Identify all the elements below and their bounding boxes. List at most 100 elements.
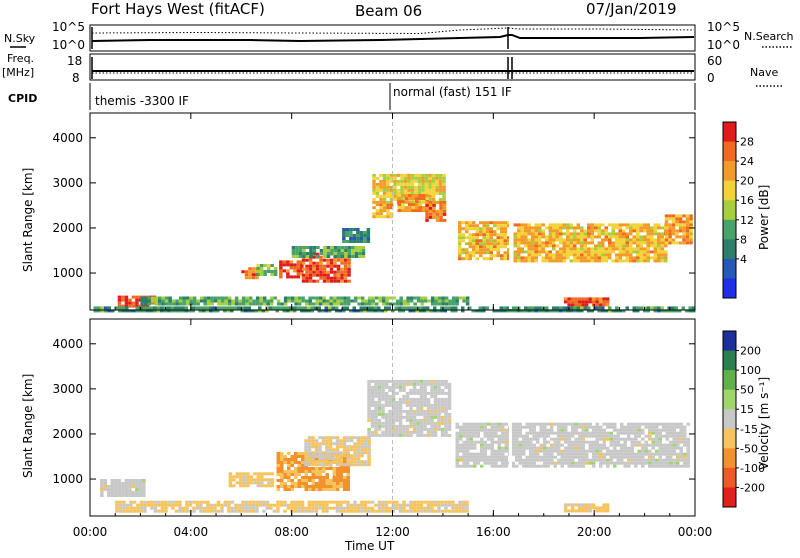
noise-tick-right-bottom: 10^0 bbox=[707, 38, 740, 52]
power-region-0 bbox=[241, 267, 259, 280]
colorbar-swatch bbox=[723, 278, 736, 299]
power-region-1 bbox=[256, 264, 278, 276]
noise-tick-left-top: 10^5 bbox=[52, 20, 85, 34]
colorbar-tick-label: -15 bbox=[740, 423, 758, 436]
colorbar-swatch bbox=[723, 389, 736, 410]
power-panel bbox=[93, 114, 696, 313]
colorbar-tick-label: 8 bbox=[740, 233, 747, 246]
nave-label: Nave bbox=[750, 66, 778, 79]
power-region-16 bbox=[93, 306, 696, 313]
colorbar-tick-label: 15 bbox=[740, 403, 754, 416]
freq-label: Freq. bbox=[7, 52, 34, 65]
power-region-6 bbox=[372, 203, 394, 219]
colorbar-swatch bbox=[723, 487, 736, 508]
velocity-region-0 bbox=[228, 472, 275, 488]
noise-panel bbox=[89, 24, 696, 52]
colorbar-tick-label: 100 bbox=[740, 364, 761, 377]
cpid-label-0: themis -3300 IF bbox=[95, 94, 189, 108]
colorbar-swatch bbox=[723, 370, 736, 391]
colorbar-swatch bbox=[723, 448, 736, 469]
colorbar-tick-label: 16 bbox=[740, 194, 754, 207]
power-panel-frame bbox=[89, 112, 696, 311]
velocity-colorbar-label: Velocity [m s⁻¹] bbox=[757, 377, 771, 470]
velocity-region-5 bbox=[455, 422, 690, 468]
x-tick-label: 12:00 bbox=[375, 525, 410, 539]
noise-sky-line bbox=[91, 34, 695, 43]
data-gap bbox=[508, 114, 512, 309]
colorbar-swatch bbox=[723, 161, 736, 182]
x-tick-label: 00:00 bbox=[73, 525, 108, 539]
colorbar-swatch bbox=[723, 122, 736, 143]
freq-panel bbox=[89, 53, 696, 81]
y-axis-label-velocity: Slant Range [km] bbox=[21, 374, 35, 478]
power-region-2 bbox=[279, 260, 304, 279]
colorbar-swatch bbox=[723, 180, 736, 201]
colorbar-swatch bbox=[723, 409, 736, 430]
freq-tick-top: 18 bbox=[67, 54, 82, 68]
colorbar-tick-label: 4 bbox=[740, 253, 747, 266]
colorbar-swatch bbox=[723, 258, 736, 279]
cpid-label-1: normal (fast) 151 IF bbox=[393, 85, 512, 99]
station-title: Fort Hays West (fitACF) bbox=[91, 0, 265, 18]
y-tick-label: 2000 bbox=[52, 427, 83, 441]
velocity-region-7 bbox=[563, 503, 610, 513]
noise-tick-right-top: 10^5 bbox=[707, 20, 740, 34]
x-tick-label: 08:00 bbox=[274, 525, 309, 539]
power-region-15 bbox=[563, 297, 610, 307]
colorbar-tick-label: -50 bbox=[740, 442, 758, 455]
x-axis-label: Time UT bbox=[344, 539, 395, 553]
velocity-region-3 bbox=[100, 479, 146, 497]
colorbar-tick-label: 20 bbox=[740, 175, 754, 188]
y-tick-label: 4000 bbox=[52, 337, 83, 351]
y-tick-label: 4000 bbox=[52, 131, 83, 145]
colorbar-tick-label: 200 bbox=[740, 345, 761, 358]
power-region-14 bbox=[140, 296, 470, 306]
power-region-8 bbox=[397, 194, 429, 213]
colorbar-swatch bbox=[723, 467, 736, 488]
nsearch-label: N.Search bbox=[744, 30, 794, 43]
x-tick-label: 00:00 bbox=[678, 525, 713, 539]
power-region-5 bbox=[342, 228, 371, 243]
colorbar-swatch bbox=[723, 200, 736, 221]
velocity-region-6 bbox=[115, 500, 469, 513]
colorbar-swatch bbox=[723, 350, 736, 371]
nave-tick-top: 60 bbox=[707, 54, 722, 68]
cpid-label: CPID bbox=[8, 92, 37, 105]
nsky-label: N.Sky bbox=[4, 32, 36, 45]
power-region-4 bbox=[291, 246, 366, 258]
velocity-region-4 bbox=[367, 379, 452, 437]
x-tick-label: 04:00 bbox=[174, 525, 209, 539]
colorbar-swatch bbox=[723, 219, 736, 240]
power-region-11 bbox=[513, 223, 668, 263]
y-tick-label: 3000 bbox=[52, 382, 83, 396]
colorbar-tick-label: -100 bbox=[740, 462, 765, 475]
colorbar-tick-label: 50 bbox=[740, 384, 754, 397]
noise-tick-left-bottom: 10^0 bbox=[52, 38, 85, 52]
noise-search-line bbox=[91, 27, 695, 35]
beam-title: Beam 06 bbox=[355, 2, 422, 20]
colorbar-tick-label: 28 bbox=[740, 136, 754, 149]
colorbar-swatch bbox=[723, 141, 736, 162]
power-region-12 bbox=[664, 214, 693, 245]
y-axis-label-power: Slant Range [km] bbox=[21, 168, 35, 272]
colorbar-swatch bbox=[723, 331, 736, 352]
mhz-label: [MHz] bbox=[2, 66, 34, 79]
y-tick-label: 3000 bbox=[52, 176, 83, 190]
y-tick-label: 2000 bbox=[52, 221, 83, 235]
colorbar-tick-label: -200 bbox=[740, 481, 765, 494]
x-tick-label: 16:00 bbox=[476, 525, 511, 539]
colorbar-swatch bbox=[723, 428, 736, 449]
nave-tick-bottom: 0 bbox=[707, 71, 715, 85]
date-title: 07/Jan/2019 bbox=[586, 0, 677, 18]
power-colorbar-label: Power [dB] bbox=[757, 185, 771, 250]
colorbar-swatch bbox=[723, 239, 736, 260]
y-tick-label: 1000 bbox=[52, 472, 83, 486]
power-region-9 bbox=[425, 200, 447, 222]
colorbar-tick-label: 12 bbox=[740, 214, 754, 227]
power-region-10 bbox=[458, 221, 511, 261]
data-gap bbox=[508, 320, 512, 515]
y-tick-label: 1000 bbox=[52, 266, 83, 280]
freq-tick-bottom: 8 bbox=[72, 71, 80, 85]
velocity-region-2 bbox=[304, 436, 371, 467]
